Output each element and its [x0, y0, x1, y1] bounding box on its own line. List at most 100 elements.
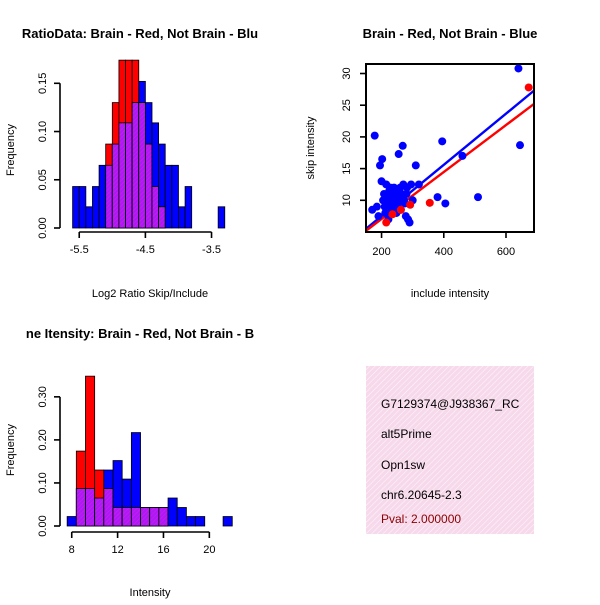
scatter-point-not-brain — [378, 155, 387, 164]
histogram-bar-overlap — [118, 122, 126, 229]
histogram-bar-not-brain — [217, 206, 226, 229]
histogram-bar-not-brain — [171, 164, 179, 229]
x-axis-label: include intensity — [411, 288, 490, 300]
p-value: Pval: 2.000000 — [381, 512, 461, 526]
x-tick-label: -3.5 — [202, 244, 221, 256]
info-hatch — [366, 366, 534, 534]
scatter-point-brain — [425, 198, 434, 207]
y-tick-label: 0.00 — [37, 217, 49, 238]
x-tick-label: 12 — [111, 544, 123, 556]
gene-name: Opn1sw — [381, 458, 425, 472]
y-tick-label: 20 — [341, 131, 353, 143]
histogram-bar-not-brain — [178, 206, 186, 229]
histogram-bar-overlap — [140, 507, 151, 527]
histogram-bar-overlap — [131, 102, 140, 229]
y-axis-label: Frequency — [5, 424, 17, 476]
histogram-bar-overlap — [158, 507, 169, 527]
histogram-bar-not-brain — [222, 516, 233, 527]
histogram-bar-overlap — [125, 122, 133, 229]
scatter-point-not-brain — [372, 202, 381, 211]
y-tick-label: 10 — [341, 194, 353, 206]
axes: -5.5 -4.5 -3.5 0.00 0.05 0.10 0.15 — [37, 73, 221, 256]
histogram-bar-overlap — [111, 143, 120, 229]
histogram-bar-overlap — [94, 497, 105, 527]
x-tick-label: 600 — [497, 246, 515, 258]
x-axis-label: Log2 Ratio Skip/Include — [92, 288, 208, 300]
y-axis-label: Frequency — [5, 124, 17, 176]
histogram-bar-not-brain — [176, 507, 187, 527]
y-tick-label: 0.30 — [37, 386, 49, 407]
histogram-bar-overlap — [121, 507, 132, 527]
x-tick-label: 16 — [157, 544, 169, 556]
scatter-point-not-brain — [516, 141, 524, 150]
histogram-bar-overlap — [144, 143, 153, 229]
histogram-bar-overlap — [138, 102, 146, 229]
histogram-bar-overlap — [158, 206, 166, 229]
histogram-bar-not-brain — [185, 516, 196, 527]
y-axis-label: skip intensity — [305, 116, 317, 179]
y-tick-label: 0.15 — [37, 73, 49, 94]
scatter-point-not-brain — [411, 161, 420, 170]
histogram-bar-overlap — [75, 488, 86, 527]
scatter-point-not-brain — [394, 150, 403, 159]
scatter-point-brain — [388, 210, 397, 219]
scatter-point-brain — [396, 205, 405, 214]
histogram-bar-not-brain — [78, 186, 87, 229]
event-info-panel: G7129374@J938367_RC alt5Prime Opn1sw chr… — [366, 366, 534, 534]
scatter-point-not-brain — [474, 193, 482, 202]
bars — [72, 59, 226, 229]
histogram-bar-overlap — [130, 507, 141, 527]
scatter-point-brain — [382, 218, 391, 227]
x-tick-label: 20 — [203, 544, 215, 556]
y-tick-label: 0.05 — [37, 169, 49, 190]
scatter-point-not-brain — [438, 137, 447, 146]
scatter-point-not-brain — [514, 64, 523, 73]
intensity-scatter-panel: Brain - Red, Not Brain - Blue include in… — [305, 26, 537, 300]
scatter-point-brain — [524, 83, 533, 92]
axes: 8 12 16 20 0.00 0.10 0.20 0.30 — [37, 386, 215, 556]
scatter-point-not-brain — [414, 180, 423, 189]
x-tick-label: 400 — [435, 246, 453, 258]
x-axis-label: Intensity — [130, 587, 171, 599]
scatter-point-brain — [406, 200, 415, 209]
scatter-point-not-brain — [433, 193, 442, 202]
scatter-point-not-brain — [381, 208, 390, 217]
y-tick-label: 25 — [341, 99, 353, 111]
histogram-bar-not-brain — [92, 186, 100, 229]
plot-frame — [365, 63, 535, 233]
histogram-bar-not-brain — [72, 186, 80, 229]
histogram-bar-not-brain — [195, 516, 206, 527]
histogram-bar-not-brain — [184, 186, 193, 229]
x-tick-label: 8 — [69, 544, 75, 556]
bars — [66, 375, 233, 527]
scatter-point-not-brain — [398, 141, 407, 150]
scatter-point-not-brain — [402, 189, 411, 198]
x-tick-label: 200 — [372, 246, 390, 258]
histogram-bar-overlap — [149, 507, 160, 527]
scatter-point-not-brain — [376, 161, 384, 170]
x-tick-label: -5.5 — [70, 244, 89, 256]
y-tick-label: 30 — [341, 67, 353, 79]
y-tick-label: 0.00 — [37, 515, 49, 536]
histogram-bar-not-brain — [164, 164, 173, 229]
histogram-bar-overlap — [112, 507, 123, 527]
scatter-point-not-brain — [370, 131, 379, 140]
genomic-locus: chr6.20645-2.3 — [381, 488, 462, 502]
event-id: G7129374@J938367_RC — [381, 397, 520, 411]
event-type: alt5Prime — [381, 427, 432, 441]
x-tick-label: -4.5 — [136, 244, 155, 256]
histogram-bar-not-brain — [66, 516, 77, 527]
y-tick-label: 0.10 — [37, 472, 49, 493]
chart-title: RatioData: Brain - Red, Not Brain - Blu — [22, 26, 258, 41]
y-tick-label: 15 — [341, 162, 353, 174]
histogram-bar-not-brain — [85, 206, 93, 229]
histogram-bar-overlap — [151, 186, 160, 229]
chart-title: ne Itensity: Brain - Red, Not Brain - B — [26, 326, 254, 341]
scatter-point-not-brain — [405, 218, 414, 227]
histogram-bar-not-brain — [167, 497, 178, 527]
y-tick-label: 0.20 — [37, 429, 49, 450]
axes: 200 400 600 10 15 20 25 30 — [341, 63, 535, 258]
y-tick-label: 0.10 — [37, 121, 49, 142]
scatter-point-not-brain — [458, 151, 467, 160]
